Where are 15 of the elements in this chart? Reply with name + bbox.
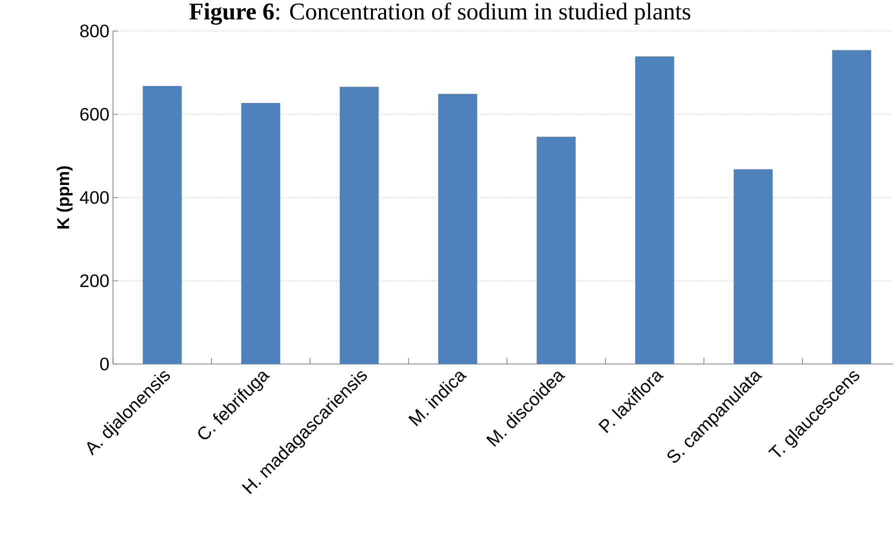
bar [438,94,478,364]
y-tick-label: 600 [80,108,109,121]
y-axis-title: K (ppm) [56,166,73,228]
y-tick-label: 200 [80,274,109,288]
bar [635,56,674,364]
bar [142,86,182,364]
bar [536,136,576,364]
bar [241,103,280,364]
bar [832,50,872,364]
bar [340,86,379,364]
y-tick-label: 800 [80,24,109,38]
bar [734,169,773,364]
y-tick-label: 0 [100,358,109,370]
y-tick-label: 400 [80,191,109,204]
chart-title: Figure 6: Concentration of sodium in studied plants [189,2,690,25]
